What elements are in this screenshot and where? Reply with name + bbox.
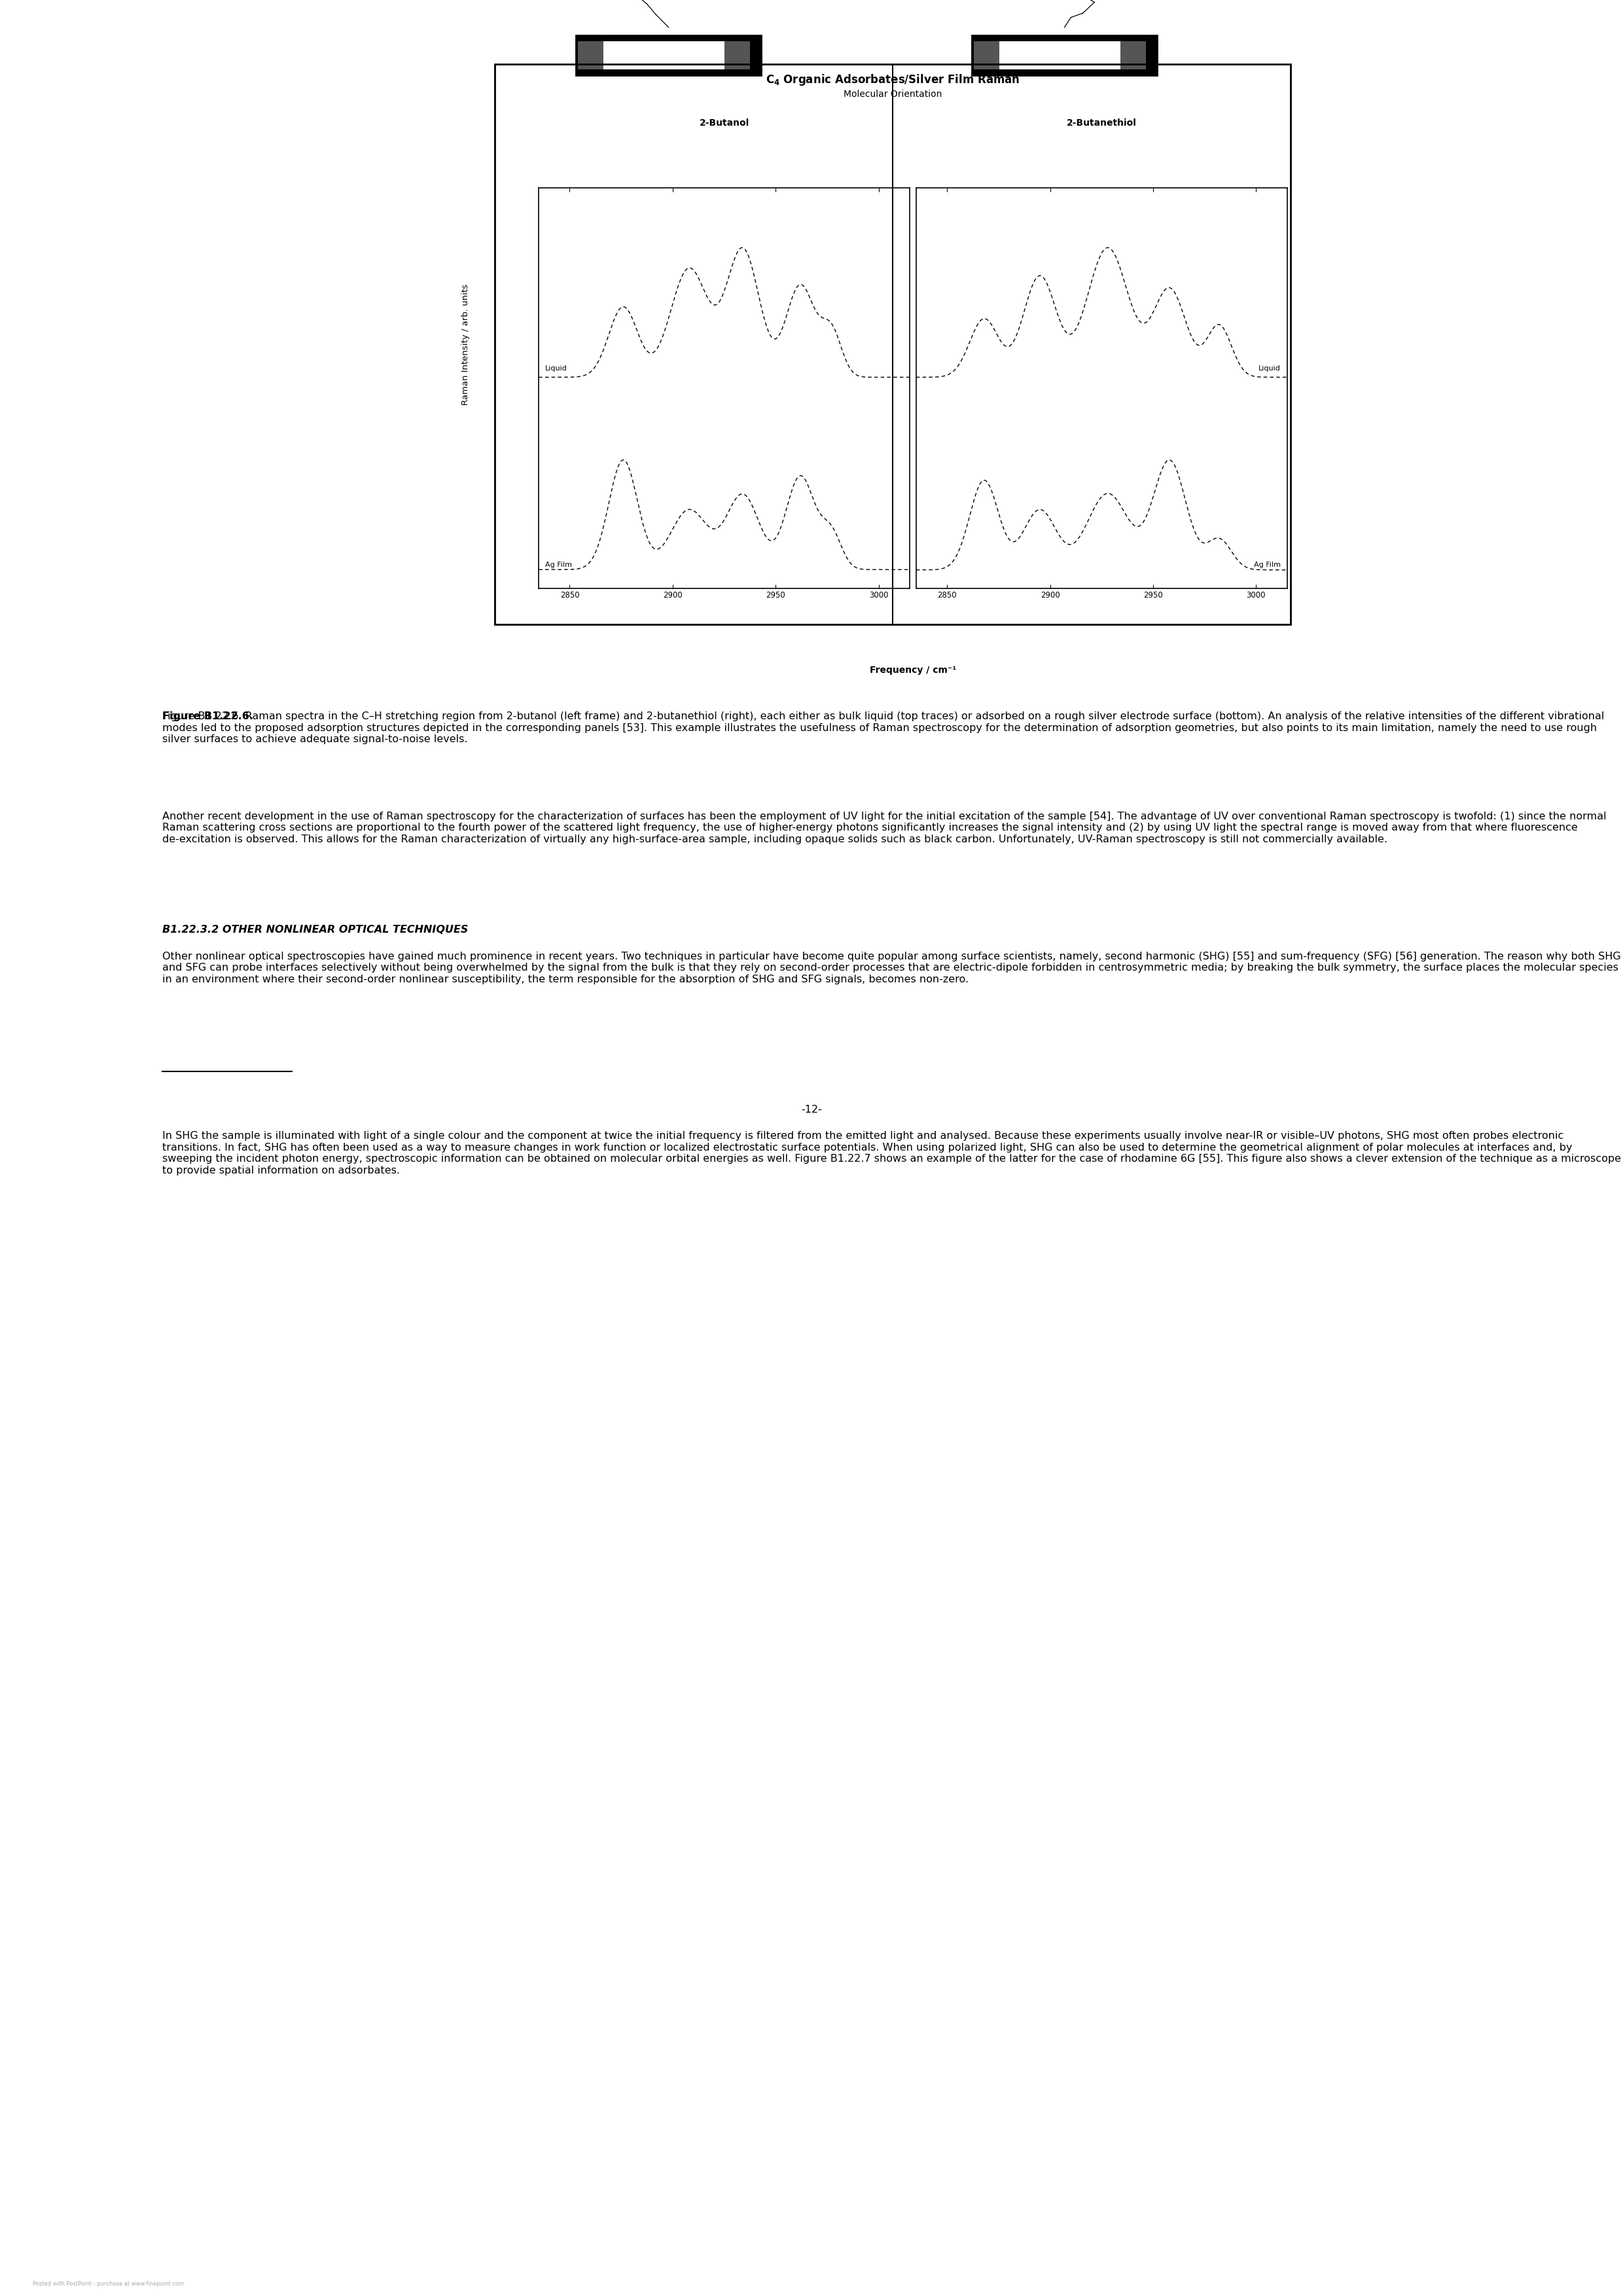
Text: Raman Intensity / arb. units: Raman Intensity / arb. units xyxy=(461,285,471,404)
Bar xyxy=(578,41,604,69)
Text: B1.22.3.2 OTHER NONLINEAR OPTICAL TECHNIQUES: B1.22.3.2 OTHER NONLINEAR OPTICAL TECHNI… xyxy=(162,925,467,934)
Text: Another recent development in the use of Raman spectroscopy for the characteriza: Another recent development in the use of… xyxy=(162,810,1607,845)
Text: $\mathbf{C_4}$ Organic Adsorbates/Silver Film Raman: $\mathbf{C_4}$ Organic Adsorbates/Silver… xyxy=(766,73,1019,87)
Text: Liquid: Liquid xyxy=(1259,365,1281,372)
Text: Liquid: Liquid xyxy=(545,365,566,372)
Text: Molecular Orientation: Molecular Orientation xyxy=(844,90,941,99)
Bar xyxy=(1120,41,1146,69)
Bar xyxy=(604,41,734,69)
Text: Other nonlinear optical spectroscopies have gained much prominence in recent yea: Other nonlinear optical spectroscopies h… xyxy=(162,951,1621,985)
Bar xyxy=(974,41,1000,69)
Bar xyxy=(576,34,761,76)
Bar xyxy=(1000,41,1130,69)
Text: Figure B1.22.6.: Figure B1.22.6. xyxy=(162,712,253,721)
Text: Ag Film: Ag Film xyxy=(1255,563,1281,567)
Text: Frequency / cm⁻¹: Frequency / cm⁻¹ xyxy=(870,666,956,675)
Text: In SHG the sample is illuminated with light of a single colour and the component: In SHG the sample is illuminated with li… xyxy=(162,1132,1621,1176)
Text: -12-: -12- xyxy=(802,1104,821,1114)
Text: Figure B1.22.6. Raman spectra in the C–H stretching region from 2-butanol (left : Figure B1.22.6. Raman spectra in the C–H… xyxy=(162,712,1604,744)
Text: Posted with PostPoint - purchase at www.finepoint.com: Posted with PostPoint - purchase at www.… xyxy=(32,2280,183,2287)
Text: Ag Film: Ag Film xyxy=(545,563,571,567)
Bar xyxy=(972,34,1157,76)
Bar xyxy=(724,41,750,69)
Text: 2-Butanethiol: 2-Butanethiol xyxy=(1066,119,1136,129)
Text: 2-Butanol: 2-Butanol xyxy=(700,119,750,129)
